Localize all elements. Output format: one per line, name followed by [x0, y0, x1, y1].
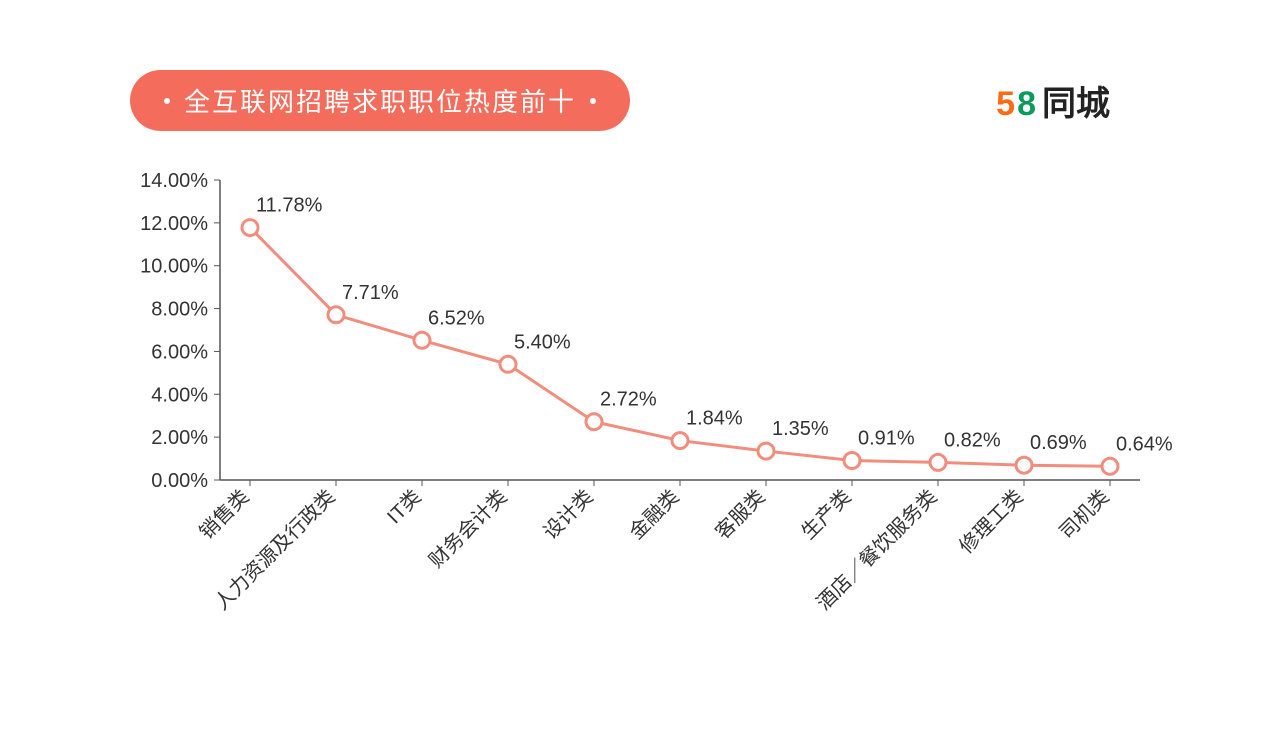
data-label: 6.52% [428, 307, 485, 329]
bullet-icon [590, 98, 596, 104]
data-label: 7.71% [342, 282, 399, 304]
data-marker [500, 356, 516, 372]
data-marker [1016, 457, 1032, 473]
y-tick-label: 12.00% [140, 213, 208, 235]
logo-text: 同城 [1042, 76, 1110, 125]
y-tick-label: 10.00% [140, 256, 208, 278]
y-tick-label: 8.00% [151, 299, 208, 321]
data-marker [1102, 458, 1118, 474]
data-label: 11.78% [256, 195, 323, 217]
data-label: 0.91% [858, 428, 915, 450]
data-marker [930, 454, 946, 470]
data-label: 0.64% [1116, 433, 1173, 455]
data-label: 5.40% [514, 331, 571, 353]
y-tick-label: 14.00% [140, 170, 208, 192]
x-category-label: IT类 [383, 485, 426, 528]
x-category-label: 修理工类 [955, 485, 1028, 558]
y-tick-label: 4.00% [151, 384, 208, 406]
data-marker [414, 332, 430, 348]
x-category-label: 设计类 [539, 485, 598, 544]
data-label: 2.72% [600, 389, 657, 411]
bullet-icon [164, 98, 170, 104]
chart-title: 全互联网招聘求职职位热度前十 [184, 82, 576, 119]
x-category-label: 客服类 [711, 485, 770, 544]
line-chart: 0.00% 2.00% 4.00% 6.00% 8.00% 10.00% 12.00% 14.… [120, 170, 1160, 690]
data-label: 0.82% [944, 429, 1001, 451]
data-label: 1.35% [772, 418, 829, 440]
x-category-label: 司机类 [1055, 485, 1114, 544]
data-marker [672, 433, 688, 449]
x-category-label: 财务会计类 [425, 485, 512, 572]
data-label: 1.84% [686, 408, 743, 430]
x-category-label: 金融类 [625, 485, 684, 544]
y-tick-label: 0.00% [151, 470, 208, 492]
brand-logo: 5 8 同城 [996, 76, 1110, 125]
header: 全互联网招聘求职职位热度前十 5 8 同城 [0, 70, 1270, 140]
x-category-label: 生产类 [797, 485, 856, 544]
data-marker [328, 307, 344, 323]
data-label: 0.69% [1030, 432, 1087, 454]
chart-container: 0.00% 2.00% 4.00% 6.00% 8.00% 10.00% 12.00% 14.… [120, 170, 1160, 690]
data-marker [586, 414, 602, 430]
y-tick-label: 6.00% [151, 341, 208, 363]
data-marker [844, 453, 860, 469]
title-pill: 全互联网招聘求职职位热度前十 [130, 70, 630, 131]
x-category-label: 销售类 [195, 485, 254, 544]
data-marker [242, 220, 258, 236]
logo-digit-5: 5 [996, 85, 1015, 124]
y-tick-label: 2.00% [151, 427, 208, 449]
data-marker [758, 443, 774, 459]
logo-digit-8: 8 [1017, 85, 1036, 124]
